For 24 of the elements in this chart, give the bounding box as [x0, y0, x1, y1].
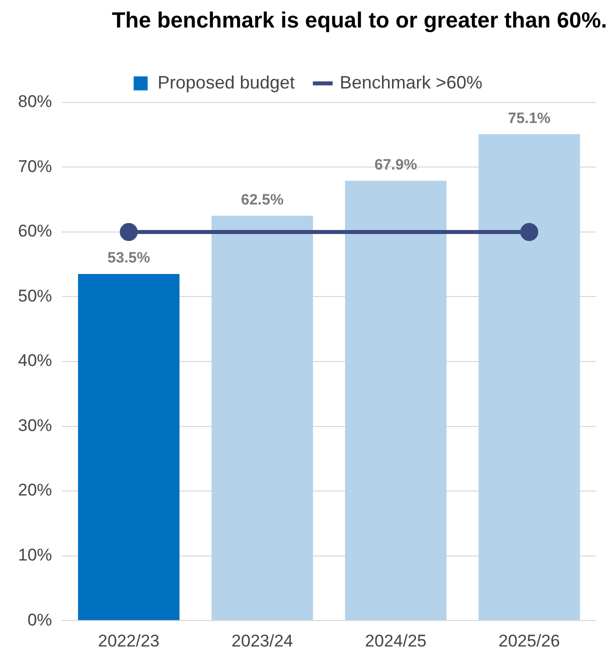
x-tick-label: 2023/24	[232, 631, 293, 650]
legend-label: Benchmark >60%	[340, 72, 482, 92]
legend-label: Proposed budget	[158, 72, 295, 92]
data-label: 67.9%	[374, 156, 418, 174]
y-tick-label: 20%	[18, 480, 52, 500]
bar	[345, 180, 446, 620]
bar	[478, 134, 580, 620]
data-label: 62.5%	[240, 191, 284, 208]
y-tick-label: 50%	[18, 286, 52, 306]
y-tick-label: 0%	[27, 610, 52, 630]
chart-title: The benchmark is equal to or greater than 60%.	[112, 7, 607, 32]
y-tick-label: 70%	[18, 156, 52, 176]
y-tick-label: 40%	[18, 351, 52, 370]
bar	[78, 274, 180, 620]
x-tick-label: 2022/23	[98, 631, 160, 650]
y-tick-label: 80%	[18, 92, 52, 112]
x-tick-label: 2025/26	[498, 631, 560, 650]
bar	[212, 216, 313, 620]
y-tick-label: 60%	[18, 222, 52, 241]
data-label: 75.1%	[508, 110, 551, 127]
y-tick-label: 10%	[18, 546, 52, 565]
y-tick-label: 30%	[18, 416, 52, 435]
data-label: 53.5%	[108, 250, 150, 267]
x-tick-label: 2024/25	[365, 631, 426, 650]
